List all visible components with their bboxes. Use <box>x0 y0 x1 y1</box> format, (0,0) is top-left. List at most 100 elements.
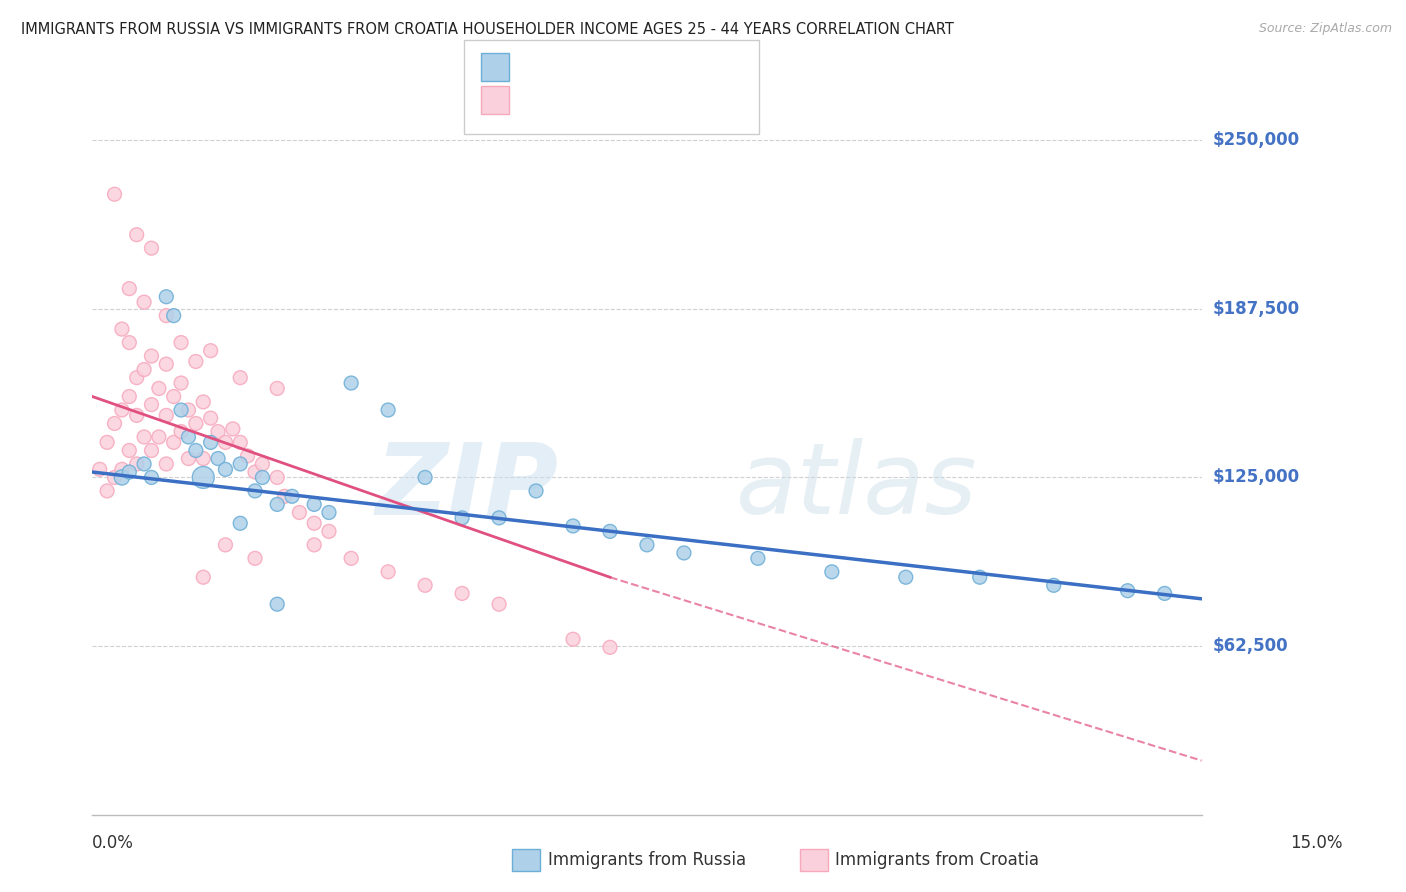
Point <box>163 435 186 450</box>
Text: 0.0%: 0.0% <box>91 834 134 852</box>
Point <box>118 335 141 350</box>
Point <box>155 309 177 323</box>
Point <box>118 282 141 296</box>
Point <box>170 403 193 417</box>
Point <box>214 538 236 552</box>
Text: $125,000: $125,000 <box>1213 468 1299 486</box>
Point <box>1042 578 1064 592</box>
Point <box>377 403 399 417</box>
Point <box>141 241 163 255</box>
Point <box>170 376 193 390</box>
Point <box>200 435 222 450</box>
Point <box>118 443 141 458</box>
Point <box>229 516 252 531</box>
Point <box>184 354 207 368</box>
Point <box>340 376 363 390</box>
Point <box>266 497 288 511</box>
Point <box>451 511 474 525</box>
Text: 15.0%: 15.0% <box>1291 834 1343 852</box>
Point <box>103 187 125 202</box>
Point <box>125 370 148 384</box>
Point <box>148 430 170 444</box>
Point <box>155 290 177 304</box>
Point <box>111 470 134 484</box>
Point <box>96 483 118 498</box>
Point <box>132 457 155 471</box>
Point <box>141 443 163 458</box>
Point <box>377 565 399 579</box>
Point <box>148 381 170 395</box>
Point <box>969 570 991 584</box>
Point <box>193 570 215 584</box>
Point <box>562 519 585 533</box>
Point <box>243 465 266 479</box>
Text: $187,500: $187,500 <box>1213 300 1299 318</box>
Point <box>1116 583 1139 598</box>
Point <box>193 395 215 409</box>
Point <box>273 489 295 503</box>
Point <box>177 430 200 444</box>
Point <box>266 470 288 484</box>
Point <box>340 551 363 566</box>
Point <box>200 343 222 358</box>
Point <box>413 470 436 484</box>
Text: R =: R = <box>517 94 554 112</box>
Point <box>229 435 252 450</box>
Point <box>288 506 311 520</box>
Point <box>111 462 134 476</box>
Point <box>302 516 325 531</box>
Point <box>236 449 259 463</box>
Point <box>318 506 340 520</box>
Point <box>111 322 134 336</box>
Point <box>177 403 200 417</box>
Text: 39: 39 <box>650 61 673 78</box>
Point <box>229 370 252 384</box>
Point <box>488 511 510 525</box>
Point <box>170 335 193 350</box>
Point <box>524 483 547 498</box>
Point <box>103 417 125 431</box>
Point <box>132 295 155 310</box>
Point <box>118 465 141 479</box>
Point <box>132 362 155 376</box>
Text: Source: ZipAtlas.com: Source: ZipAtlas.com <box>1258 22 1392 36</box>
Point <box>318 524 340 539</box>
Text: $250,000: $250,000 <box>1213 131 1299 149</box>
Point <box>111 403 134 417</box>
Text: Immigrants from Croatia: Immigrants from Croatia <box>835 851 1039 869</box>
Point <box>132 430 155 444</box>
Point <box>821 565 844 579</box>
Point <box>155 457 177 471</box>
Point <box>207 451 229 466</box>
Point <box>200 411 222 425</box>
Point <box>141 349 163 363</box>
Point <box>488 597 510 611</box>
Text: $62,500: $62,500 <box>1213 637 1288 655</box>
Point <box>302 497 325 511</box>
Point <box>747 551 769 566</box>
Point <box>184 443 207 458</box>
Point <box>103 470 125 484</box>
Point <box>193 451 215 466</box>
Text: -0.180: -0.180 <box>553 94 612 112</box>
Point <box>193 470 215 484</box>
Point <box>170 425 193 439</box>
Point <box>243 551 266 566</box>
Point <box>125 457 148 471</box>
Point <box>243 483 266 498</box>
Point <box>413 578 436 592</box>
Text: IMMIGRANTS FROM RUSSIA VS IMMIGRANTS FROM CROATIA HOUSEHOLDER INCOME AGES 25 - 4: IMMIGRANTS FROM RUSSIA VS IMMIGRANTS FRO… <box>21 22 953 37</box>
Point <box>894 570 917 584</box>
Point <box>184 417 207 431</box>
Text: ZIP: ZIP <box>375 438 558 535</box>
Point <box>163 309 186 323</box>
Text: N =: N = <box>619 61 666 78</box>
Point <box>214 462 236 476</box>
Point <box>266 381 288 395</box>
Point <box>214 435 236 450</box>
Point <box>141 470 163 484</box>
Point <box>207 425 229 439</box>
Point <box>252 457 274 471</box>
Point <box>1153 586 1175 600</box>
Point <box>252 470 274 484</box>
